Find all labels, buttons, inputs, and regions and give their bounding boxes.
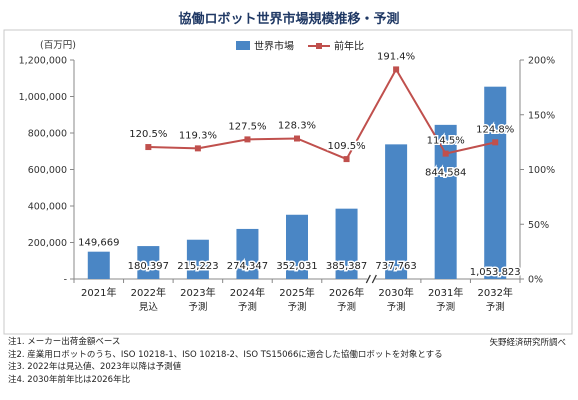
bar-data-label: 215,223: [177, 261, 218, 272]
bar-data-label: 149,669: [78, 238, 119, 249]
y-tick-label: 600,000: [28, 165, 67, 176]
bar: [186, 239, 209, 279]
bar: [137, 246, 160, 279]
bar: [286, 214, 308, 279]
bar: [484, 86, 507, 279]
x-tick-label: 2023年: [180, 286, 215, 299]
bar-data-label: 737,763: [375, 261, 416, 272]
combo-chart: - 200,000 400,000 600,000 800,000 1,000,000 1,…: [19, 40, 556, 314]
bar-data-label: 385,387: [326, 261, 367, 272]
chart-title: 協働ロボット世界市場規模推移・予測: [178, 12, 400, 27]
legend-label-bar: 世界市場: [254, 40, 294, 53]
note-line: 注3. 2022年は見込値、2023年以降は予測値: [8, 362, 182, 372]
line-marker: [393, 66, 400, 73]
x-tick-sublabel: 予測: [188, 301, 207, 313]
line-series: [148, 67, 496, 161]
bar-data-label: 1,053,823: [470, 267, 521, 278]
legend-label-line: 前年比: [334, 40, 364, 53]
x-tick-label: 2024年: [230, 286, 265, 299]
bar: [335, 208, 358, 279]
bar: [385, 144, 408, 279]
x-tick-label: 2022年: [131, 286, 166, 299]
bar-data-label: 352,031: [276, 261, 317, 272]
x-tick-label: 2032年: [477, 286, 512, 299]
x-tick-sublabel: 予測: [238, 301, 257, 313]
line-marker: [294, 135, 300, 142]
x-tick-label: 2030年: [378, 286, 413, 299]
note-line: 注2. 産業用ロボットのうち、ISO 10218-1、ISO 10218-2、I…: [8, 349, 443, 360]
y2-tick-label: 150%: [528, 110, 555, 121]
x-tick-sublabel: 予測: [486, 301, 505, 313]
y-tick-label: -: [64, 275, 67, 286]
line-data-label: 127.5%: [228, 121, 266, 132]
y2-tick-label: 100%: [528, 165, 555, 176]
bar: [236, 228, 259, 279]
line-data-label: 119.3%: [179, 130, 217, 141]
x-tick-label: 2021年: [81, 286, 116, 299]
y2-tick-label: 50%: [528, 220, 549, 231]
y2-tick-label: 200%: [528, 56, 555, 67]
line-data-label: 191.4%: [377, 51, 415, 62]
line-data-label: 124.8%: [476, 124, 514, 135]
x-tick-sublabel: 予測: [287, 301, 306, 313]
line-data-label: 114.5%: [427, 136, 465, 147]
x-tick-label: 2031年: [428, 286, 463, 299]
line-marker: [145, 144, 152, 151]
x-tick-sublabel: 見込: [139, 302, 159, 313]
x-tick-label: 2026年: [329, 286, 364, 299]
y-tick-label: 1,000,000: [19, 92, 67, 103]
legend-marker-line: [316, 43, 322, 49]
bar: [87, 251, 110, 279]
y-axis-unit-label: (百万円): [40, 40, 76, 51]
line-marker: [492, 139, 499, 146]
line-data-label: 128.3%: [278, 121, 316, 132]
note-line: 注4. 2030年前年比は2026年比: [8, 374, 131, 385]
x-tick-sublabel: 予測: [337, 301, 356, 313]
line-marker: [194, 145, 201, 152]
x-tick-sublabel: 予測: [436, 301, 455, 313]
axis-break-icon: [365, 274, 377, 284]
y2-tick-label: 0%: [528, 275, 543, 286]
y-tick-label: 200,000: [28, 238, 67, 249]
line-data-label: 120.5%: [129, 129, 167, 140]
source-credit: 矢野経済研究所調べ: [489, 338, 566, 348]
line-marker: [244, 136, 251, 143]
line-marker: [343, 156, 350, 163]
y-tick-label: 400,000: [28, 202, 67, 213]
x-tick-sublabel: 予測: [387, 301, 406, 313]
bar-data-label: 180,397: [128, 261, 169, 272]
axis-break-mask: [367, 274, 376, 284]
y-tick-label: 800,000: [28, 129, 67, 140]
legend-swatch-bar: [236, 41, 250, 50]
bar-data-label: 844,584: [425, 168, 466, 179]
note-line: 注1. メーカー出荷金額ベース: [8, 337, 121, 347]
bar-data-label: 274,347: [227, 261, 268, 272]
y-tick-label: 1,200,000: [19, 56, 67, 67]
bar: [434, 124, 457, 279]
chart-notes: 注1. メーカー出荷金額ベース 注2. 産業用ロボットのうち、ISO 10218…: [8, 336, 443, 386]
line-marker: [442, 150, 449, 157]
x-tick-label: 2025年: [279, 286, 314, 299]
line-data-label: 109.5%: [327, 141, 365, 152]
